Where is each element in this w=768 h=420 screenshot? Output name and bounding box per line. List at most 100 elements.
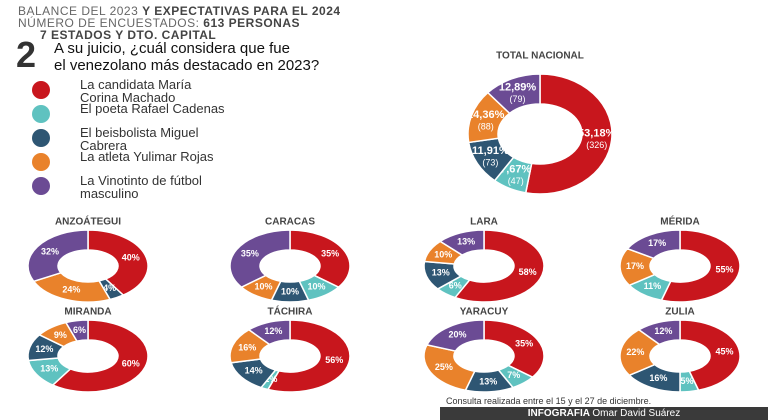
value-label: 11% bbox=[644, 281, 662, 291]
donut-segment bbox=[438, 229, 485, 256]
donut-segment bbox=[453, 229, 545, 303]
credit-text: Omar David Suárez bbox=[592, 408, 681, 419]
donut-segment bbox=[679, 319, 741, 392]
value-label: 12% bbox=[35, 344, 53, 354]
header-text: Y EXPECTATIVAS PARA EL 2024 bbox=[142, 4, 341, 18]
donut-segment bbox=[425, 319, 485, 352]
value-label: 58% bbox=[519, 267, 537, 277]
credit-bar: INFOGRAFIA Omar David Suárez bbox=[440, 407, 768, 420]
count-label: (47) bbox=[508, 176, 524, 186]
count-label: (79) bbox=[510, 94, 526, 104]
value-label: 12% bbox=[654, 326, 672, 336]
value-label: 13% bbox=[457, 237, 475, 247]
legend-label: La atleta Yulimar Rojas bbox=[80, 149, 214, 164]
value-label: 32% bbox=[41, 246, 59, 256]
donut-segment bbox=[64, 319, 89, 342]
credit-text: INFOGRAFIA bbox=[527, 408, 593, 419]
value-label: 10% bbox=[307, 281, 325, 291]
value-label: 22% bbox=[626, 347, 644, 357]
legend-label: El beisbolista Miguel Cabrera bbox=[80, 125, 199, 153]
value-label: 10% bbox=[255, 281, 273, 291]
value-label: 45% bbox=[715, 346, 733, 356]
donut-segment bbox=[51, 319, 149, 393]
value-label: 10% bbox=[434, 249, 452, 259]
donut-segment bbox=[637, 319, 681, 346]
legend-swatch bbox=[32, 177, 50, 195]
legend-swatch bbox=[32, 105, 50, 123]
legend-label: La candidata María Corina Machado bbox=[80, 77, 192, 105]
question-number: 2 bbox=[16, 34, 37, 75]
donut-segment bbox=[32, 271, 112, 303]
header-line: NÚMERO DE ENCUESTADOS: 613 PERSONAS bbox=[18, 16, 300, 30]
value-label: 35% bbox=[515, 339, 533, 349]
count-label: (73) bbox=[482, 158, 498, 168]
donut-segment bbox=[626, 229, 681, 260]
legend-swatch bbox=[32, 129, 50, 147]
value-label: 5% bbox=[681, 376, 694, 386]
legend-item: El beisbolista Miguel Cabrera bbox=[32, 126, 272, 152]
donut-segment bbox=[247, 319, 291, 346]
donut-segment bbox=[660, 229, 741, 303]
value-label: 20% bbox=[449, 329, 467, 339]
chart-title: YARACUY bbox=[460, 307, 509, 318]
value-label: 40% bbox=[122, 252, 140, 262]
value-label: 7% bbox=[507, 370, 520, 380]
value-label: 25% bbox=[435, 362, 453, 372]
question-line: A su juicio, ¿cuál considera que fue bbox=[54, 40, 290, 57]
header-line: BALANCE DEL 2023 Y EXPECTATIVAS PARA EL … bbox=[18, 4, 341, 18]
chart-title: MIRANDA bbox=[64, 307, 111, 318]
value-label: 24% bbox=[62, 285, 80, 295]
value-label: 60% bbox=[122, 358, 140, 368]
legend-item: La Vinotinto de fútbol masculino bbox=[32, 174, 272, 200]
donut-segment bbox=[483, 319, 545, 379]
value-label: 17% bbox=[648, 238, 666, 248]
value-label: 56% bbox=[325, 355, 343, 365]
chart-title: LARA bbox=[470, 217, 498, 228]
count-label: (326) bbox=[586, 140, 607, 150]
value-label: 6% bbox=[449, 280, 462, 290]
question-line: el venezolano más destacado en 2023? bbox=[54, 57, 320, 74]
chart-title: ZULIA bbox=[665, 307, 694, 318]
legend-label: El poeta Rafael Cadenas bbox=[80, 101, 225, 116]
value-label: 10% bbox=[281, 286, 299, 296]
donut-segment bbox=[486, 73, 541, 115]
value-label: 14,36% bbox=[467, 109, 505, 121]
chart-title: TOTAL NACIONAL bbox=[496, 51, 584, 62]
chart-title: CARACAS bbox=[265, 217, 315, 228]
header-text: 7 ESTADOS Y DTO. CAPITAL bbox=[40, 28, 217, 42]
donut-segment bbox=[524, 73, 613, 195]
value-label: 2% bbox=[264, 374, 277, 384]
value-label: 12% bbox=[264, 326, 282, 336]
footnote: Consulta realizada entre el 15 y el 27 d… bbox=[446, 396, 652, 406]
header-text: BALANCE DEL 2023 bbox=[18, 4, 143, 18]
legend-item: El poeta Rafael Cadenas bbox=[32, 102, 272, 124]
donut-segment bbox=[229, 229, 291, 289]
value-label: 13% bbox=[40, 364, 58, 374]
count-label: (88) bbox=[478, 122, 494, 132]
legend-item: La atleta Yulimar Rojas bbox=[32, 150, 272, 172]
value-label: 14% bbox=[245, 366, 263, 376]
value-label: 35% bbox=[321, 249, 339, 259]
header-text: 613 PERSONAS bbox=[203, 16, 300, 30]
value-label: 16% bbox=[649, 373, 667, 383]
value-label: 13% bbox=[432, 268, 450, 278]
value-label: 7,67% bbox=[500, 164, 531, 176]
value-label: 53,18% bbox=[578, 127, 616, 139]
value-label: 17% bbox=[626, 261, 644, 271]
value-label: 9% bbox=[54, 330, 67, 340]
donut-segment bbox=[87, 229, 149, 297]
legend-swatch bbox=[32, 81, 50, 99]
value-label: 35% bbox=[241, 249, 259, 259]
legend-label: La Vinotinto de fútbol masculino bbox=[80, 173, 202, 201]
legend-swatch bbox=[32, 153, 50, 171]
chart-title: ANZOÁTEGUI bbox=[55, 215, 121, 228]
header-text: NÚMERO DE ENCUESTADOS: bbox=[18, 16, 204, 30]
value-label: 13% bbox=[479, 376, 497, 386]
value-label: 11,91% bbox=[472, 145, 509, 157]
header-line: 7 ESTADOS Y DTO. CAPITAL bbox=[40, 28, 216, 42]
donut-segment bbox=[266, 319, 351, 393]
value-label: 55% bbox=[715, 264, 733, 274]
donut-segment bbox=[27, 229, 89, 283]
